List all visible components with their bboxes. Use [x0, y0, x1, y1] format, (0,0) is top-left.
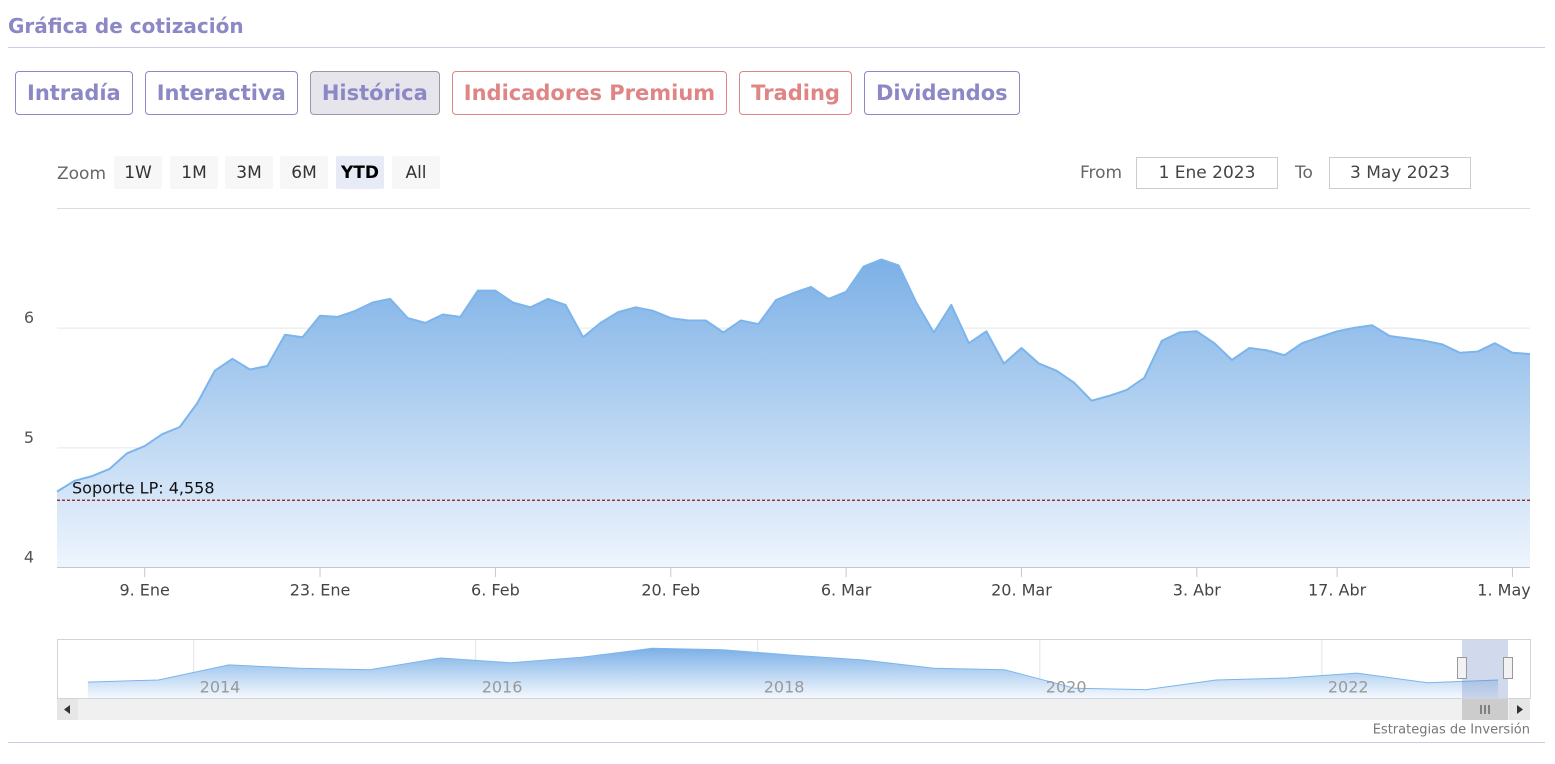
navigator-year-label: 2016 — [482, 678, 523, 697]
x-tick-label: 6. Feb — [471, 581, 520, 600]
zoom-button-label[interactable]: 1W — [124, 163, 152, 183]
x-tick-label: 23. Ene — [290, 581, 351, 600]
tab[interactable]: Indicadores Premium — [451, 71, 728, 115]
credits: Estrategias de Inversión — [1373, 723, 1530, 738]
scrollbar-grip — [1480, 705, 1490, 714]
x-tick-label: 20. Feb — [641, 581, 700, 600]
y-tick-label: 4 — [24, 548, 34, 567]
y-tick-label: 6 — [24, 308, 34, 327]
navigator-year-label: 2014 — [200, 678, 241, 697]
from-label: From — [1080, 163, 1122, 183]
zoom-button-label[interactable]: 6M — [291, 163, 316, 183]
tab-bar: Intradía Interactiva Histórica Indicadores … — [15, 71, 1020, 115]
tab[interactable]: Intradía — [15, 71, 133, 115]
x-tick-label: 6. Mar — [821, 581, 872, 600]
zoom-button[interactable] — [170, 156, 218, 189]
zoom-button[interactable] — [280, 156, 328, 189]
zoom-button[interactable] — [392, 156, 440, 189]
to-value[interactable]: 3 May 2023 — [1350, 163, 1450, 183]
navigator-handle[interactable] — [1503, 657, 1513, 679]
zoom-button-label[interactable]: 1M — [181, 163, 206, 183]
scrollbar-track — [57, 699, 1530, 720]
divider — [8, 47, 1545, 48]
zoom-button-label[interactable]: All — [405, 163, 426, 183]
tab[interactable]: Dividendos — [863, 71, 1020, 115]
tab[interactable]: Histórica — [309, 71, 440, 115]
area-line — [56, 258, 1531, 493]
y-tick-label: 5 — [24, 428, 34, 447]
navigator-selection[interactable] — [1462, 640, 1508, 698]
navigator-year-label: 2020 — [1046, 678, 1087, 697]
tab[interactable]: Trading — [739, 71, 852, 115]
x-tick-label: 3. Abr — [1173, 581, 1221, 600]
navigator-year-label: 2022 — [1328, 678, 1369, 697]
scrollbar-arrow — [64, 705, 70, 714]
zoom-button-label[interactable]: 3M — [236, 163, 261, 183]
zoom-button[interactable] — [114, 156, 162, 189]
zoom-button[interactable] — [225, 156, 273, 189]
tab[interactable]: Interactiva — [144, 71, 298, 115]
area-line — [87, 647, 1499, 691]
to-input[interactable] — [1329, 157, 1471, 189]
zoom-button-label[interactable]: YTD — [340, 163, 379, 183]
section-title: Gráfica de cotización — [8, 14, 244, 38]
to-label: To — [1294, 163, 1313, 183]
x-tick-label: 9. Ene — [119, 581, 169, 600]
zoom-label: Zoom — [57, 164, 106, 184]
from-input[interactable] — [1136, 157, 1278, 189]
area-fill — [87, 648, 1499, 698]
scrollbar-arrow — [1517, 705, 1523, 714]
x-tick-label: 17. Abr — [1308, 581, 1367, 600]
area-fill — [57, 259, 1530, 567]
from-value[interactable]: 1 Ene 2023 — [1159, 163, 1256, 183]
x-tick-label: 20. Mar — [991, 581, 1052, 600]
plot-line-label: Soporte LP: 4,558 — [72, 479, 215, 498]
navigator-handle[interactable] — [1457, 657, 1467, 679]
x-tick-label: 1. May — [1477, 581, 1530, 600]
zoom-button[interactable] — [336, 156, 384, 189]
navigator-year-label: 2018 — [764, 678, 805, 697]
